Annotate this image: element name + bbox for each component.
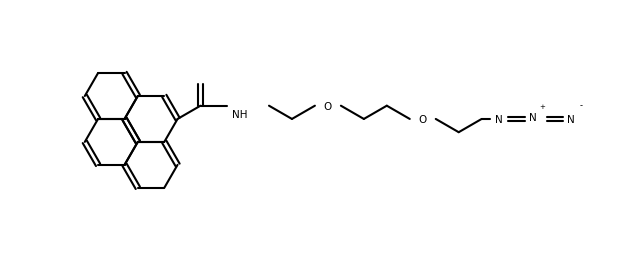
Text: N: N [494, 115, 503, 124]
Text: N: N [529, 113, 536, 122]
Text: O: O [419, 115, 427, 124]
Text: NH: NH [232, 109, 248, 119]
Text: -: - [579, 101, 582, 109]
Text: +: + [540, 104, 545, 109]
Text: O: O [324, 101, 332, 111]
Text: N: N [566, 115, 575, 124]
